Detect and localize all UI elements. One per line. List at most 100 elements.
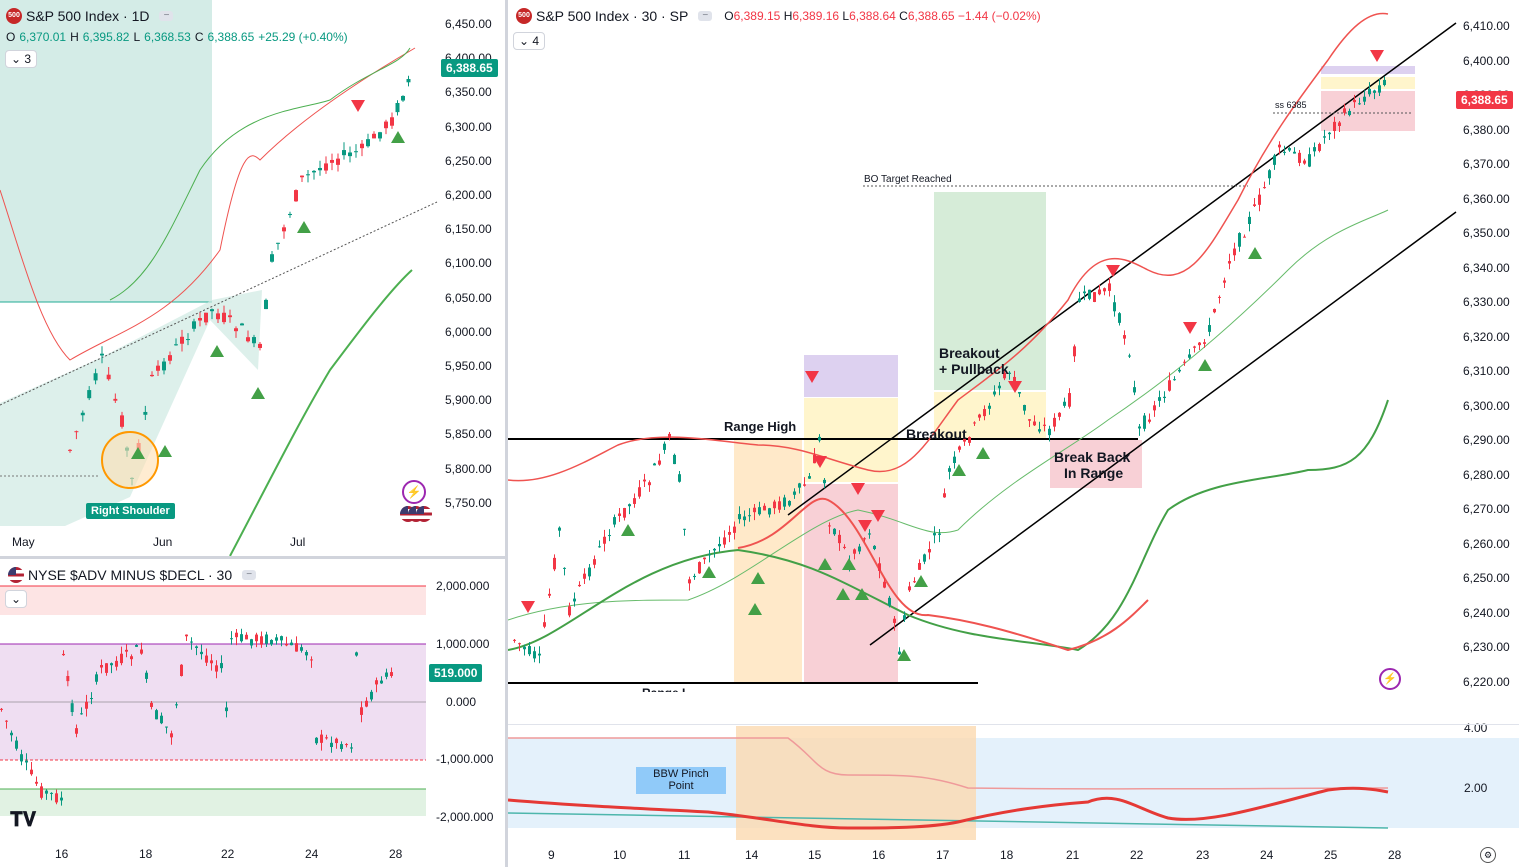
bbw-pinch-zone (736, 726, 976, 840)
tradingview-logo[interactable]: 𝐓𝐕 (10, 809, 37, 831)
daily-price-tick: 5,950.00 (445, 359, 492, 373)
candle-body (320, 734, 323, 743)
candle-body (246, 337, 250, 342)
intraday-price-tick: 6,250.00 (1463, 571, 1510, 585)
candle-body (833, 528, 836, 535)
breadth-chart-pane[interactable]: NYSE $ADV MINUS $DECL · 30 − ⌄ 2,000.000… (0, 559, 505, 867)
candle-body (55, 793, 58, 803)
intraday-chart-title[interactable]: S&P 500 Index · 30 · SP (536, 8, 689, 24)
candle-body (1148, 419, 1151, 422)
intraday-time-tick: 22 (1130, 848, 1144, 862)
candle-body (623, 507, 626, 518)
candle-body (240, 323, 244, 326)
candle-body (528, 646, 531, 655)
candle-body (85, 701, 88, 709)
candle-body (40, 786, 43, 798)
candle-body (998, 385, 1001, 389)
candle-body (913, 581, 916, 583)
intraday-indicators-toggle[interactable]: ⌄ 4 (513, 32, 546, 50)
breadth-title[interactable]: NYSE $ADV MINUS $DECL · 30 (28, 567, 233, 583)
candle-body (968, 437, 971, 443)
candle-body (588, 567, 591, 577)
daily-indicators-toggle[interactable]: ⌄ 3 (5, 50, 38, 68)
candle-body (240, 634, 243, 642)
candle-body (80, 713, 83, 715)
candle-body (275, 637, 278, 641)
candle-body (270, 254, 274, 262)
daily-price-tick: 6,450.00 (445, 17, 492, 31)
breadth-chart-canvas[interactable] (0, 559, 505, 867)
candle-body (324, 163, 328, 171)
candle-body (380, 680, 383, 684)
candle-body (120, 415, 124, 427)
lightning-icon[interactable]: ⚡ (402, 480, 426, 504)
candle-body (1028, 419, 1031, 421)
candle-body (45, 790, 48, 794)
candle-body (1153, 405, 1156, 411)
daily-price-tick: 6,150.00 (445, 222, 492, 237)
candle-body (1108, 283, 1111, 291)
daily-price-tick: 5,850.00 (445, 427, 492, 442)
candle-body (252, 337, 256, 344)
candle-body (898, 651, 901, 655)
candle-body (110, 663, 113, 666)
candle-body (130, 656, 133, 660)
candle-body (798, 483, 801, 488)
candle-body (125, 649, 128, 652)
daily-chart-canvas[interactable] (0, 0, 505, 556)
collapse-icon[interactable]: − (698, 11, 713, 21)
candle-body (713, 548, 716, 551)
intraday-time-tick: 17 (936, 848, 950, 862)
candle-body (578, 584, 581, 587)
candle-body (366, 139, 370, 147)
candle-body (1218, 296, 1221, 298)
intraday-price-tick: 6,330.00 (1463, 295, 1510, 309)
candle-body (355, 652, 358, 656)
candle-body (140, 649, 143, 654)
daily-chart-pane[interactable]: 500 S&P 500 Index · 1D − O 6,370.01 H 6,39… (0, 0, 505, 556)
candle-body (643, 479, 646, 482)
candle-body (583, 573, 586, 579)
collapse-icon[interactable]: − (242, 570, 257, 580)
channel-lower (869, 211, 1457, 646)
candle-body (264, 299, 268, 310)
candle-body (693, 575, 696, 578)
collapse-icon[interactable]: − (159, 11, 174, 21)
lightning-icon[interactable]: ⚡ (1379, 668, 1401, 690)
daily-chart-title[interactable]: S&P 500 Index · 1D (26, 8, 150, 24)
bbw-axis-2: 2.00 (1464, 781, 1488, 795)
candle-body (828, 525, 831, 527)
intraday-price-tick: 6,350.00 (1463, 226, 1510, 240)
candle-body (1318, 144, 1321, 151)
candle-body (813, 454, 816, 464)
breakout-pullback-label-1: Breakout (939, 345, 1000, 361)
candle-body (312, 170, 316, 173)
breadth-indicators-toggle[interactable]: ⌄ (5, 590, 28, 608)
candle-body (385, 672, 388, 677)
candle-body (843, 546, 846, 548)
intraday-price-tick: 6,380.00 (1463, 122, 1510, 137)
candle-body (948, 468, 951, 472)
candle-body (280, 636, 283, 641)
settings-gear-icon[interactable]: ⚙ (1480, 847, 1496, 863)
candle-body (683, 528, 686, 530)
candle-body (234, 328, 238, 332)
candle-body (973, 422, 976, 424)
candle-body (294, 190, 298, 202)
intraday-chart-pane[interactable]: 500 S&P 500 Index · 30 · SP − O6,389.15 … (508, 0, 1519, 867)
intraday-chart-canvas[interactable] (508, 0, 1519, 867)
candle-body (348, 152, 352, 157)
candle-body (100, 665, 103, 668)
breadth-axis-0: 0.000 (446, 695, 477, 709)
candle-body (563, 567, 566, 569)
candle-body (318, 167, 322, 171)
flags-icon[interactable] (400, 506, 432, 527)
candle-body (1228, 261, 1231, 264)
candle-body (220, 663, 223, 669)
candle-body (1378, 85, 1381, 93)
candle-body (1293, 151, 1296, 154)
daily-time-jun: Jun (153, 535, 173, 549)
candle-body (763, 505, 766, 511)
candle-body (1098, 289, 1101, 295)
candle-body (50, 792, 53, 794)
